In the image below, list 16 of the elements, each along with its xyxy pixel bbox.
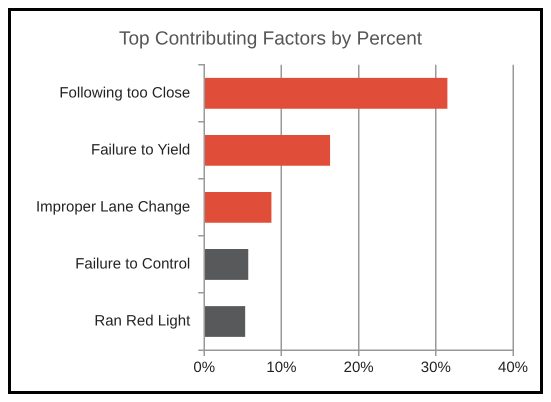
bar [205,306,246,337]
x-tick-label: 0% [193,359,216,376]
chart-title: Top Contributing Factors by Percent [118,28,423,50]
y-tick-label: Following too Close [59,84,190,102]
x-tick-label: 20% [344,359,374,376]
x-tick-label: 30% [420,359,451,376]
bar [205,192,272,223]
bar [205,78,448,109]
y-tick-label: Improper Lane Change [36,198,190,216]
y-tick-label: Failure to Yield [91,142,190,158]
x-tick-label: 40% [498,359,528,376]
y-tick-label: Failure to Control [75,256,190,273]
bar [205,134,330,166]
x-tick-label: 10% [266,359,296,376]
bar [205,249,248,280]
y-tick-label: Ran Red Light [94,312,192,330]
